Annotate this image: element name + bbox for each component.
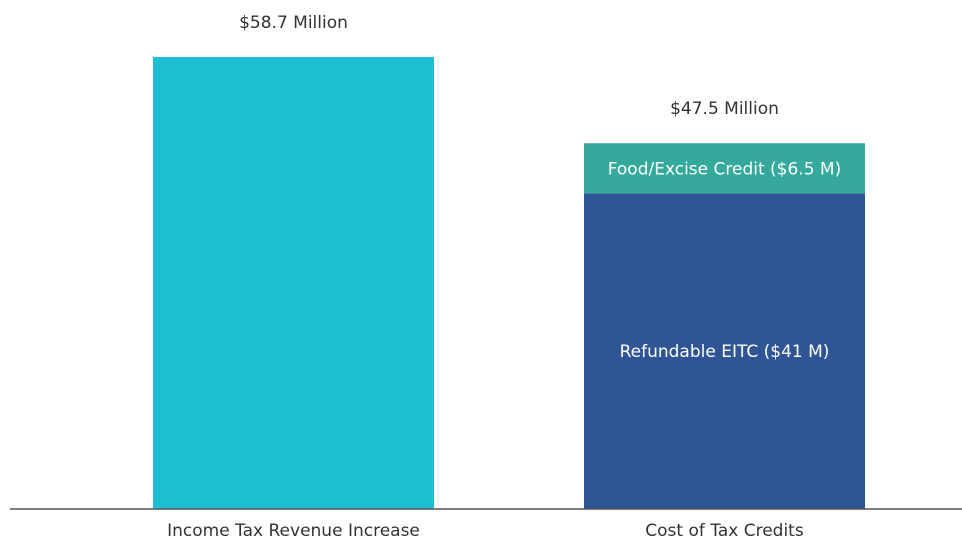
bar-segment-revenue-1 <box>153 57 434 509</box>
bar-total-label-2: $47.5 Million <box>670 99 779 119</box>
segment-label-food_excise: Food/Excise Credit ($6.5 M) <box>608 159 842 179</box>
bar-total-label-1: $58.7 Million <box>239 13 348 33</box>
category-label-1: Income Tax Revenue Increase <box>167 521 420 541</box>
category-label-2: Cost of Tax Credits <box>645 521 804 541</box>
bar-segment-eitc-2 <box>584 193 865 509</box>
segment-label-eitc: Refundable EITC ($41 M) <box>620 342 830 362</box>
bar-segment-food_excise-2 <box>584 143 865 194</box>
